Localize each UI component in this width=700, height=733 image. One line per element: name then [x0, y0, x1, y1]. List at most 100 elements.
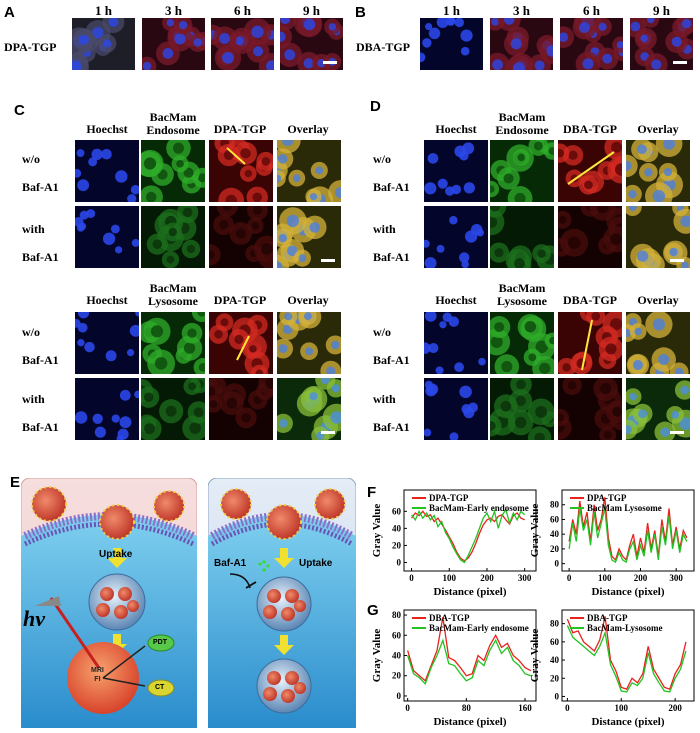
micrograph-c-row3-col4	[277, 312, 341, 374]
legend-label-2: BacMam-Lysosome	[587, 623, 663, 633]
col-header-hoechst-d1: Hoechst	[435, 122, 477, 136]
y-tick-label: 60	[550, 637, 560, 647]
row-label-wo-d2: w/o Baf-A1	[373, 325, 410, 367]
row-label-with-d2: with Baf-A1	[373, 392, 410, 434]
ct-label: CT	[155, 684, 165, 691]
time-header-a-3: 6 h	[234, 3, 251, 18]
col-header-bacmam-d2: BacMam Lysosome	[496, 281, 547, 308]
plot-frame	[561, 489, 695, 572]
col-header-hoechst-d2: Hoechst	[435, 293, 477, 307]
y-tick-label: 40	[550, 529, 560, 539]
row-label-dba-tgp: DBA-TGP	[356, 40, 410, 54]
y-tick-label: 40	[550, 655, 560, 665]
micrograph-c-row2-col2	[141, 206, 205, 268]
row-label-with-d1: with Baf-A1	[373, 222, 410, 264]
col-header-overlay-d2: Overlay	[637, 293, 679, 307]
micrograph-c-row4-col1	[75, 378, 139, 440]
x-tick-label: 0	[409, 573, 414, 583]
x-axis-label: Distance (pixel)	[591, 716, 664, 728]
col-header-overlay-c1: Overlay	[287, 122, 329, 136]
legend-label-1: DBA-TGP	[587, 613, 628, 623]
series-line-2	[411, 508, 526, 564]
micrograph-c-row4-col4	[277, 378, 341, 440]
nanoparticle-2	[153, 490, 185, 522]
micrograph-d-row4-col4	[626, 378, 690, 440]
uptake-label-right: Uptake	[299, 558, 333, 569]
timecourse-dpa-tgp-2	[142, 18, 205, 70]
y-axis-label: Gray Value	[529, 629, 541, 683]
y-tick-label: 40	[392, 651, 402, 661]
x-tick-label: 160	[518, 703, 532, 713]
timecourse-dba-tgp-1	[420, 18, 483, 70]
timecourse-dpa-tgp-4	[280, 18, 343, 70]
y-tick-label: 0	[555, 559, 560, 569]
plot-f-right: 0 100 200 300 0 20 40 60 80 Distance (pixel) Gray …	[529, 489, 695, 598]
x-axis-label: Distance (pixel)	[433, 716, 506, 728]
row-label-wo-c2: w/o Baf-A1	[22, 325, 59, 367]
micrograph-d-row1-col4	[626, 140, 690, 202]
micrograph-c-row2-col1	[75, 206, 139, 268]
micrograph-d-row3-col4	[626, 312, 690, 374]
micrograph-d-row2-col3	[558, 206, 622, 268]
micrograph-d-row4-col3	[558, 378, 622, 440]
plot-f-left: 0 100 200 300 0 20 40 60 Distance (pixel) Gray Va…	[371, 489, 537, 598]
micrograph-d-row2-col4	[626, 206, 690, 268]
series-line-1	[411, 510, 525, 562]
plot-frame	[561, 609, 695, 702]
schematic-right: Baf-A1 Uptake	[207, 477, 357, 729]
legend-label-1: DBA-TGP	[429, 613, 470, 623]
time-header-b-3: 6 h	[583, 3, 600, 18]
x-tick-label: 200	[634, 573, 648, 583]
y-tick-label: 80	[392, 610, 402, 620]
micrograph-c-row1-col4	[277, 140, 341, 202]
x-axis-label: Distance (pixel)	[433, 586, 506, 598]
y-axis-label: Gray Value	[529, 504, 541, 558]
col-header-bacmam-c2: BacMam Lysosome	[147, 281, 198, 308]
uptake-label-left: Uptake	[99, 549, 133, 560]
series-line-2	[568, 508, 688, 564]
time-header-a-4: 9 h	[303, 3, 320, 18]
plot-g-left: 0 80 160 0 20 40 60 80 Distance (pixel) Gray Valu…	[371, 609, 537, 728]
col-header-dpa-tgp-c2: DPA-TGP	[213, 293, 267, 307]
legend-label-1: DPA-TGP	[587, 493, 627, 503]
legend-label-2: BacMam Lysosome	[587, 503, 662, 513]
timecourse-dba-tgp-4	[630, 18, 693, 70]
x-tick-label: 100	[598, 573, 612, 583]
micrograph-d-row3-col3	[558, 312, 622, 374]
x-tick-label: 0	[565, 703, 570, 713]
panel-label-a: A	[4, 4, 15, 21]
hv-light-label: hν	[23, 606, 45, 631]
series-line-2	[407, 638, 532, 686]
y-tick-label: 60	[550, 514, 560, 524]
y-tick-label: 20	[392, 540, 402, 550]
panel-label-b: B	[355, 4, 366, 21]
y-tick-label: 0	[397, 557, 402, 567]
pdt-label: PDT	[153, 639, 167, 646]
row-label-dpa-tgp: DPA-TGP	[4, 40, 57, 54]
col-header-dba-tgp-d1: DBA-TGP	[563, 122, 617, 136]
row-label-wo-d1: w/o Baf-A1	[373, 152, 410, 194]
micrograph-d-row1-col3	[558, 140, 622, 202]
micrograph-c-row1-col1	[75, 140, 139, 202]
micrograph-c-row4-col2	[141, 378, 205, 440]
x-tick-label: 200	[668, 703, 682, 713]
panel-label-c: C	[14, 102, 25, 119]
micrograph-c-row3-col2	[141, 312, 205, 374]
schematic-left: Uptake hν MRI FI PDT CT	[20, 477, 198, 729]
y-tick-label: 80	[550, 619, 560, 629]
col-header-dba-tgp-d2: DBA-TGP	[563, 293, 617, 307]
legend-label-2: BacMam-Early endosome	[429, 623, 529, 633]
x-axis-label: Distance (pixel)	[591, 586, 664, 598]
panel-label-d: D	[370, 98, 381, 115]
y-tick-label: 80	[550, 500, 560, 510]
series-line-1	[568, 497, 688, 562]
y-axis-label: Gray Value	[371, 629, 383, 683]
y-tick-label: 60	[392, 506, 402, 516]
time-header-b-2: 3 h	[513, 3, 530, 18]
micrograph-d-row3-col2	[490, 312, 554, 374]
time-header-a-2: 3 h	[165, 3, 182, 18]
y-tick-label: 60	[392, 630, 402, 640]
timecourse-dba-tgp-2	[490, 18, 553, 70]
plot-frame	[403, 489, 537, 572]
x-tick-label: 300	[518, 573, 532, 583]
